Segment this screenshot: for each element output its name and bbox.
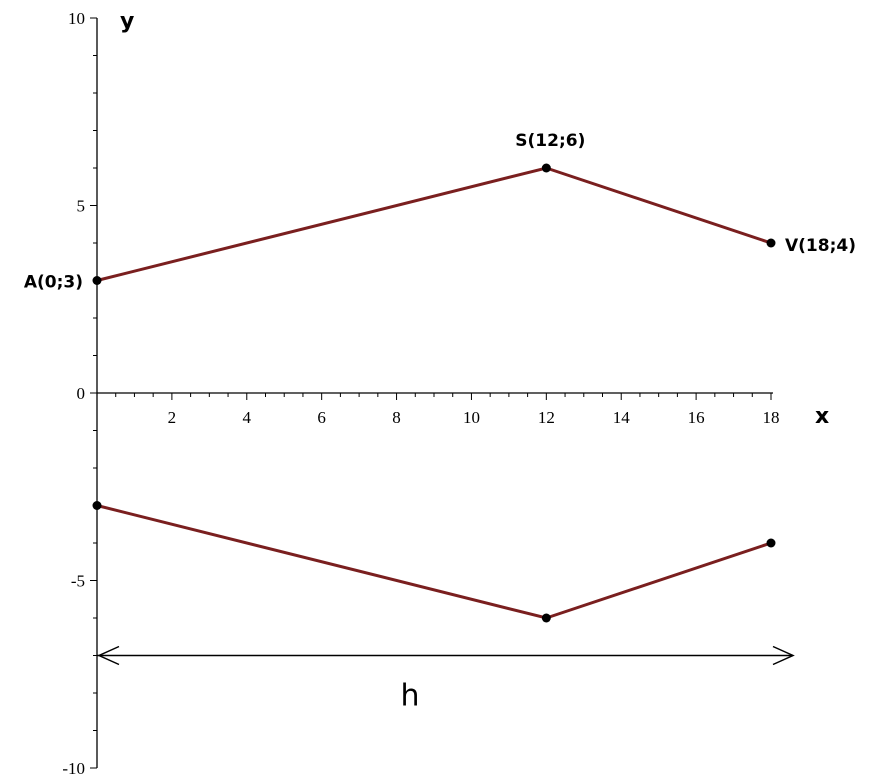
data-point xyxy=(541,613,551,623)
x-tick-label: 2 xyxy=(168,408,177,427)
y-tick-label: -10 xyxy=(62,759,85,778)
x-tick-label: 14 xyxy=(613,408,631,427)
axes: 10 5 0 -5 -10 2 4 6 8 10 12 14 16 18 xyxy=(62,9,779,778)
x-tick-label: 18 xyxy=(763,408,780,427)
point-label: S(12;6) xyxy=(515,131,585,151)
data-point xyxy=(541,163,551,173)
data-point xyxy=(766,538,776,548)
series-line xyxy=(96,504,772,620)
h-label: h xyxy=(400,679,419,714)
y-tick-label: -5 xyxy=(71,572,85,591)
data-point xyxy=(766,238,776,248)
y-tick-label: 10 xyxy=(68,9,85,28)
h-dimension-arrow: h xyxy=(97,645,795,714)
data-point xyxy=(92,501,102,510)
y-axis-title: y xyxy=(120,9,134,34)
series-line xyxy=(96,166,772,282)
arrow-head-left xyxy=(97,645,120,666)
x-tick-label: 10 xyxy=(463,408,480,427)
arrow-head-right xyxy=(772,645,795,666)
y-ticks: 10 5 0 -5 -10 xyxy=(62,9,97,778)
y-tick-label: 0 xyxy=(77,384,86,403)
data-point xyxy=(92,276,102,285)
x-tick-label: 12 xyxy=(538,408,555,427)
y-tick-label: 5 xyxy=(77,197,86,216)
x-tick-label: 16 xyxy=(688,408,705,427)
x-tick-label: 8 xyxy=(392,408,401,427)
point-label: V(18;4) xyxy=(785,236,856,256)
series-1: A(0;3) S(12;6) V(18;4) xyxy=(24,131,856,293)
point-label: A(0;3) xyxy=(24,273,83,293)
x-axis-title: x xyxy=(815,404,829,429)
series-layer: A(0;3) S(12;6) V(18;4) xyxy=(24,131,856,623)
x-tick-label: 4 xyxy=(243,408,252,427)
x-ticks: 2 4 6 8 10 12 14 16 18 xyxy=(115,393,780,427)
annotation-layer: h xyxy=(97,645,795,714)
series-2 xyxy=(92,501,776,623)
x-tick-label: 6 xyxy=(317,408,326,427)
